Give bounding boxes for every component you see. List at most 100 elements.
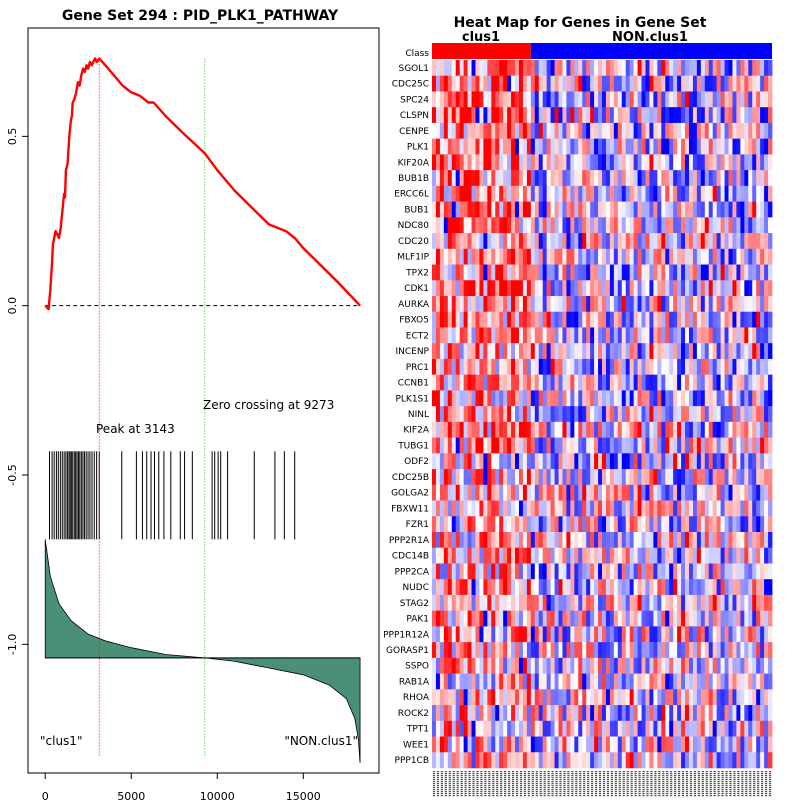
heatmap-cell <box>756 657 761 674</box>
heatmap-cell <box>526 642 532 659</box>
heatmap-cell <box>621 406 627 423</box>
heatmap-cell <box>760 233 765 250</box>
heatmap-cell <box>463 311 468 328</box>
heatmap-cell <box>451 610 457 627</box>
heatmap-cell <box>459 469 465 486</box>
heatmap-cell <box>451 107 457 124</box>
heatmap-cell <box>443 138 449 155</box>
heatmap-cell <box>613 374 619 391</box>
heatmap-cell <box>546 752 551 769</box>
heatmap-cell <box>669 720 674 737</box>
heatmap-cell <box>542 642 548 659</box>
heatmap-cell <box>594 610 599 627</box>
heatmap-cell <box>538 170 544 187</box>
heatmap-cell <box>463 469 468 486</box>
heatmap-cell <box>740 563 745 580</box>
heatmap-cell <box>732 91 737 108</box>
heatmap-cell <box>487 154 492 171</box>
heatmap-cell <box>499 233 504 250</box>
heatmap-cell <box>447 453 453 470</box>
heatmap-cell <box>688 484 694 501</box>
heatmap-cell <box>463 296 468 313</box>
heatmap-cell <box>554 516 559 533</box>
heatmap-cell <box>669 626 674 643</box>
heatmap-cell <box>768 201 773 218</box>
heatmap-cell <box>661 594 666 611</box>
heatmap-cell <box>530 579 536 596</box>
heatmap-cell <box>720 358 725 375</box>
heatmap-cell <box>744 437 749 454</box>
heatmap-cell <box>764 484 769 501</box>
heatmap-cell <box>602 154 607 171</box>
gene-label: FZR1 <box>406 520 429 530</box>
heatmap-cell <box>439 689 445 706</box>
heatmap-cell <box>439 185 445 202</box>
heatmap-cell <box>522 154 528 171</box>
heatmap-cell <box>522 579 528 596</box>
heatmap-cell <box>633 642 638 659</box>
heatmap-cell <box>495 484 500 501</box>
heatmap-cell <box>665 107 670 124</box>
heatmap-cell <box>756 60 761 77</box>
heatmap-cell <box>613 547 619 564</box>
heatmap-cell <box>716 484 721 501</box>
heatmap-cell <box>538 453 544 470</box>
heatmap-cell <box>447 437 453 454</box>
heatmap-cell <box>613 248 619 265</box>
heatmap-cell <box>566 736 571 753</box>
heatmap-cell <box>704 233 710 250</box>
heatmap-cell <box>443 657 449 674</box>
heatmap-cell <box>764 720 769 737</box>
heatmap-cell <box>637 248 642 265</box>
heatmap-cell <box>515 264 520 281</box>
heatmap-cell <box>515 673 520 690</box>
heatmap-cell <box>459 406 465 423</box>
heatmap-cell <box>578 358 583 375</box>
heatmap-cell <box>475 720 480 737</box>
heatmap-cell <box>435 201 441 218</box>
heatmap-cell <box>530 484 536 501</box>
heatmap-cell <box>530 516 536 533</box>
heatmap-cell <box>768 107 773 124</box>
heatmap-cell <box>467 201 472 218</box>
heatmap-cell <box>657 500 662 517</box>
heatmap-cell <box>629 453 635 470</box>
heatmap-cell <box>435 343 441 360</box>
heatmap-cell <box>621 201 627 218</box>
heatmap-cell <box>475 453 480 470</box>
heatmap-cell <box>704 642 710 659</box>
heatmap-cell <box>471 327 476 344</box>
heatmap-cell <box>526 280 532 297</box>
heatmap-cell <box>700 217 706 234</box>
heatmap-cell <box>716 154 721 171</box>
heatmap-cell <box>483 516 488 533</box>
heatmap-cell <box>708 752 714 769</box>
heatmap-cell <box>530 296 536 313</box>
heatmap-cell <box>645 185 650 202</box>
heatmap-cell <box>479 516 484 533</box>
heatmap-cell <box>432 500 437 517</box>
heatmap-cell <box>594 563 599 580</box>
heatmap-cell <box>665 154 670 171</box>
class-bar-clus1 <box>432 43 531 59</box>
heatmap-cell <box>732 532 737 549</box>
heatmap-cell <box>594 264 599 281</box>
heatmap-cell <box>475 138 480 155</box>
heatmap-cell <box>704 453 710 470</box>
heatmap-cell <box>475 358 480 375</box>
heatmap-cell <box>649 154 654 171</box>
heatmap-cell <box>594 60 599 77</box>
heatmap-cell <box>491 60 496 77</box>
heatmap-cell <box>507 532 512 549</box>
heatmap-cell <box>609 657 615 674</box>
heatmap-cell <box>649 720 654 737</box>
heatmap-cell <box>538 705 544 722</box>
heatmap-cell <box>558 626 563 643</box>
heatmap-cell <box>562 311 567 328</box>
heatmap-cell <box>546 327 551 344</box>
heatmap-cell <box>609 248 615 265</box>
heatmap-cell <box>613 358 619 375</box>
heatmap-cell <box>554 594 559 611</box>
heatmap-cell <box>748 170 753 187</box>
heatmap-cell <box>744 610 749 627</box>
